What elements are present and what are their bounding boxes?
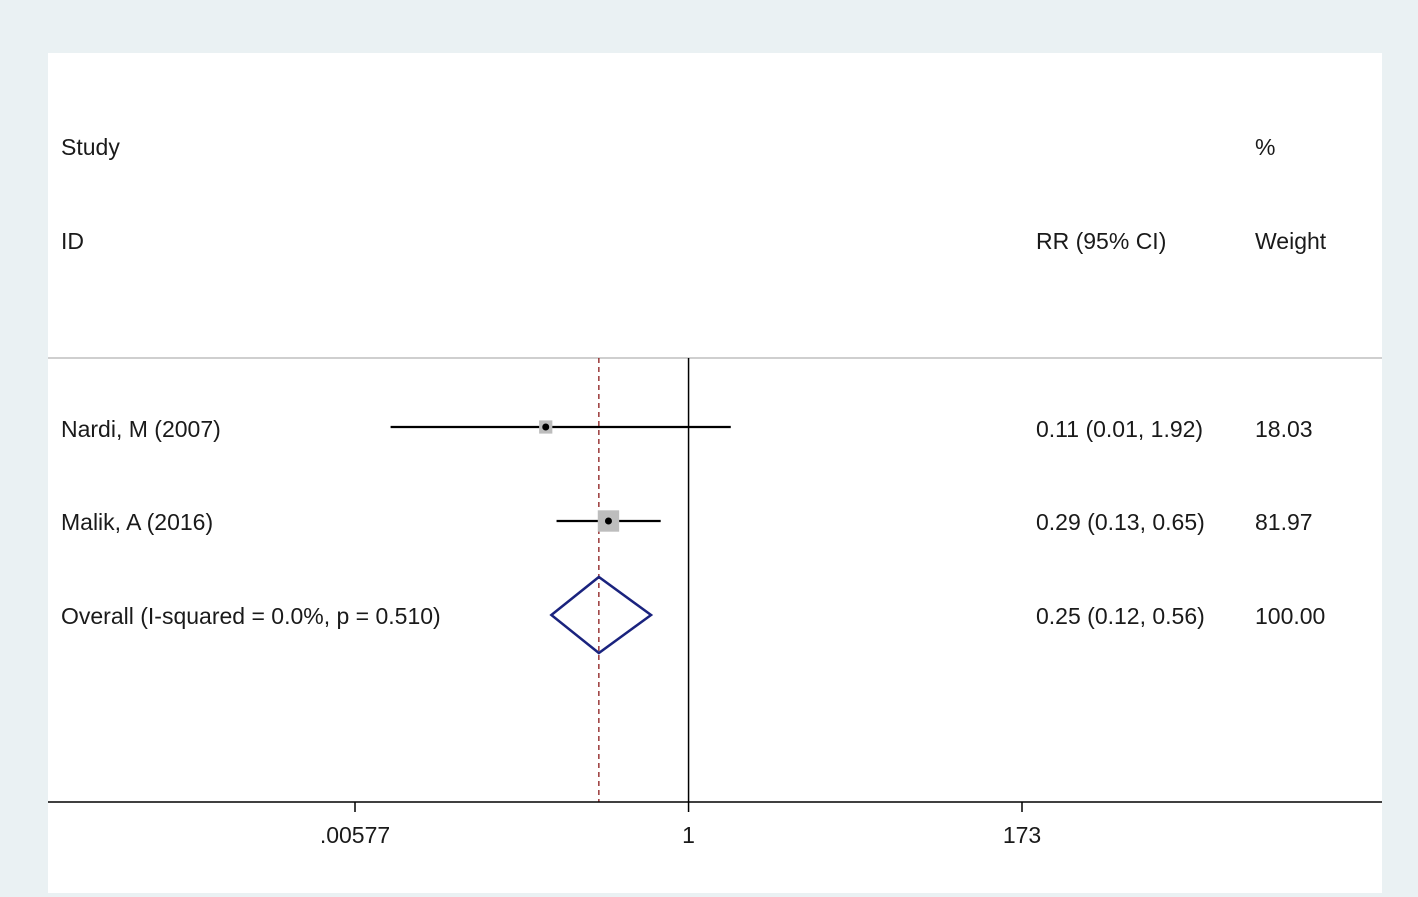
overall-label: Overall (I-squared = 0.0%, p = 0.510) [61, 603, 441, 629]
overall-ci-text: 0.25 (0.12, 0.56) [1036, 603, 1205, 629]
header-effect: RR (95% CI) [1036, 228, 1166, 254]
study-label: Nardi, M (2007) [61, 416, 221, 442]
header-percent: % [1255, 134, 1275, 160]
plot-area [48, 53, 1382, 893]
study-point [542, 423, 550, 431]
study-label: Malik, A (2016) [61, 509, 213, 535]
overall-diamond [549, 575, 654, 655]
header-weight: Weight [1255, 228, 1327, 254]
study-point [604, 517, 612, 525]
study-weight-text: 81.97 [1255, 509, 1313, 535]
overall-weight-text: 100.00 [1255, 603, 1325, 629]
header-id: ID [61, 228, 84, 254]
study-ci-text: 0.29 (0.13, 0.65) [1036, 509, 1205, 535]
frame-bottom [0, 893, 1418, 897]
study-weight-text: 18.03 [1255, 416, 1313, 442]
x-tick-label: 173 [1003, 822, 1041, 848]
header-study: Study [61, 134, 120, 160]
study-ci-text: 0.11 (0.01, 1.92) [1036, 416, 1203, 442]
x-tick-label: .00577 [320, 822, 390, 848]
x-tick-label: 1 [682, 822, 695, 848]
